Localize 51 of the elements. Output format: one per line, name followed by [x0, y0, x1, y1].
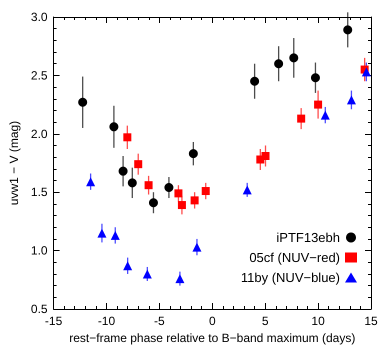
- x-tick-label: -10: [98, 314, 116, 328]
- point: [202, 187, 210, 196]
- point: [262, 152, 270, 160]
- point: [118, 166, 128, 176]
- point: [289, 53, 298, 62]
- point: [343, 25, 352, 34]
- x-tick-label: 0: [208, 314, 216, 328]
- point: [320, 110, 330, 120]
- point: [144, 181, 153, 190]
- x-axis-title: rest−frame phase relative to B−band maximum (days): [69, 330, 356, 345]
- x-tick-label: 15: [364, 314, 378, 328]
- point: [274, 59, 284, 68]
- point: [128, 178, 137, 188]
- x-tick-label: 5: [262, 314, 269, 328]
- point: [250, 76, 260, 86]
- legend-label: iPTF13ebh: [276, 230, 340, 245]
- x-tick-label: -15: [44, 314, 63, 328]
- point: [142, 269, 152, 278]
- legend-label: 05cf (NUV−red): [249, 250, 340, 265]
- point: [78, 98, 88, 107]
- point: [134, 160, 142, 168]
- point: [362, 67, 371, 76]
- y-tick-label: 1.0: [30, 244, 48, 258]
- point: [192, 242, 202, 252]
- x-tick-label: 10: [311, 314, 326, 328]
- y-tick-label: 1.5: [30, 185, 48, 200]
- legend-label: 11by (NUV−blue): [240, 270, 340, 285]
- point: [110, 230, 120, 240]
- y-tick-label: 2.0: [30, 126, 48, 141]
- y-tick-label: 3.0: [30, 10, 48, 24]
- y-tick-label: 2.5: [30, 68, 48, 82]
- point: [148, 198, 158, 208]
- point: [174, 189, 182, 198]
- point: [109, 122, 118, 132]
- point: [190, 196, 199, 204]
- point: [297, 114, 306, 123]
- point: [178, 201, 186, 210]
- point: [164, 183, 174, 192]
- point: [175, 274, 184, 284]
- y-tick-label: 0.5: [30, 302, 48, 316]
- point: [188, 149, 198, 158]
- point: [310, 73, 320, 82]
- point: [242, 185, 252, 194]
- point: [123, 133, 132, 142]
- x-tick-label: -5: [154, 314, 166, 328]
- y-axis-title: uvw1 − V (mag): [7, 120, 21, 206]
- point: [97, 228, 106, 238]
- point: [123, 261, 132, 270]
- point: [346, 95, 356, 104]
- point: [86, 177, 96, 186]
- point: [314, 100, 322, 109]
